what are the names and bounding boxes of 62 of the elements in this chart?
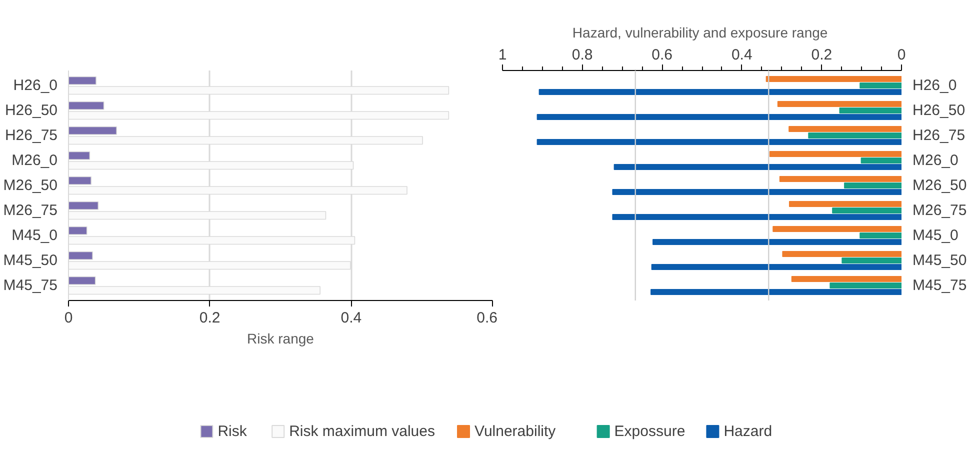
bar [538, 89, 902, 95]
legend-label: Hazard [724, 423, 772, 440]
bar [782, 251, 902, 257]
bar [769, 151, 902, 157]
bar [536, 139, 902, 145]
bar [860, 82, 902, 88]
x-tick-label: 0.6 [476, 310, 498, 326]
x-tick-label: 0.2 [199, 310, 220, 326]
x-tick-label: 0.2 [811, 46, 832, 64]
legend-label: Expossure [614, 423, 686, 440]
bar [614, 164, 902, 170]
y-tick-label: M45_50 [912, 252, 967, 269]
x-tick-label: 0 [897, 46, 906, 64]
bar [779, 176, 902, 182]
x-axis-title: Hazard, vulnerability and exposure range [572, 24, 828, 40]
y-tick-label: M45_0 [912, 227, 958, 244]
y-tick-label: M26_75 [912, 202, 967, 219]
y-tick-label: M45_50 [3, 252, 58, 269]
bar [788, 201, 902, 207]
bar [777, 101, 902, 107]
y-tick-label: M26_50 [912, 177, 967, 194]
x-axis-title: Risk range [247, 330, 314, 346]
bar [860, 232, 902, 238]
bar [612, 189, 902, 195]
y-tick-label: M45_75 [3, 277, 58, 294]
y-tick-label: M26_50 [3, 177, 58, 194]
y-tick-label: H26_50 [4, 102, 58, 119]
x-tick-label: 0.4 [340, 310, 362, 326]
y-tick-label: M26_0 [12, 152, 58, 169]
x-tick-label: 0.8 [572, 46, 593, 64]
y-tick-label: M45_0 [12, 227, 58, 244]
bar [652, 239, 902, 245]
bar [651, 264, 902, 270]
x-tick-label: 0.4 [731, 46, 752, 64]
bar [830, 282, 902, 288]
bar [808, 132, 902, 138]
bar [650, 289, 902, 295]
y-tick-label: H26_0 [13, 77, 58, 94]
bar [839, 108, 902, 114]
y-tick-label: H26_50 [912, 102, 966, 119]
legend-label: Vulnerability [474, 423, 556, 440]
bar [791, 276, 902, 282]
legend-label: Risk maximum values [289, 423, 435, 440]
x-tick-label: 0 [64, 310, 73, 326]
y-tick-label: M45_75 [912, 277, 967, 294]
y-tick-label: H26_75 [4, 127, 58, 144]
y-tick-label: H26_75 [912, 127, 966, 144]
x-tick-label: 1 [498, 46, 507, 64]
bar [860, 158, 902, 164]
bar [612, 214, 902, 220]
bar [844, 182, 902, 188]
bar [788, 126, 902, 132]
y-tick-label: H26_0 [912, 77, 957, 94]
y-tick-label: M26_0 [912, 152, 958, 169]
y-tick-label: M26_75 [3, 202, 58, 219]
bar [842, 258, 902, 264]
bar [832, 208, 902, 214]
x-tick-label: 0.6 [652, 46, 673, 64]
legend-label: Risk [218, 423, 248, 440]
bar [536, 114, 902, 120]
bar [772, 226, 902, 232]
bar [766, 76, 902, 82]
